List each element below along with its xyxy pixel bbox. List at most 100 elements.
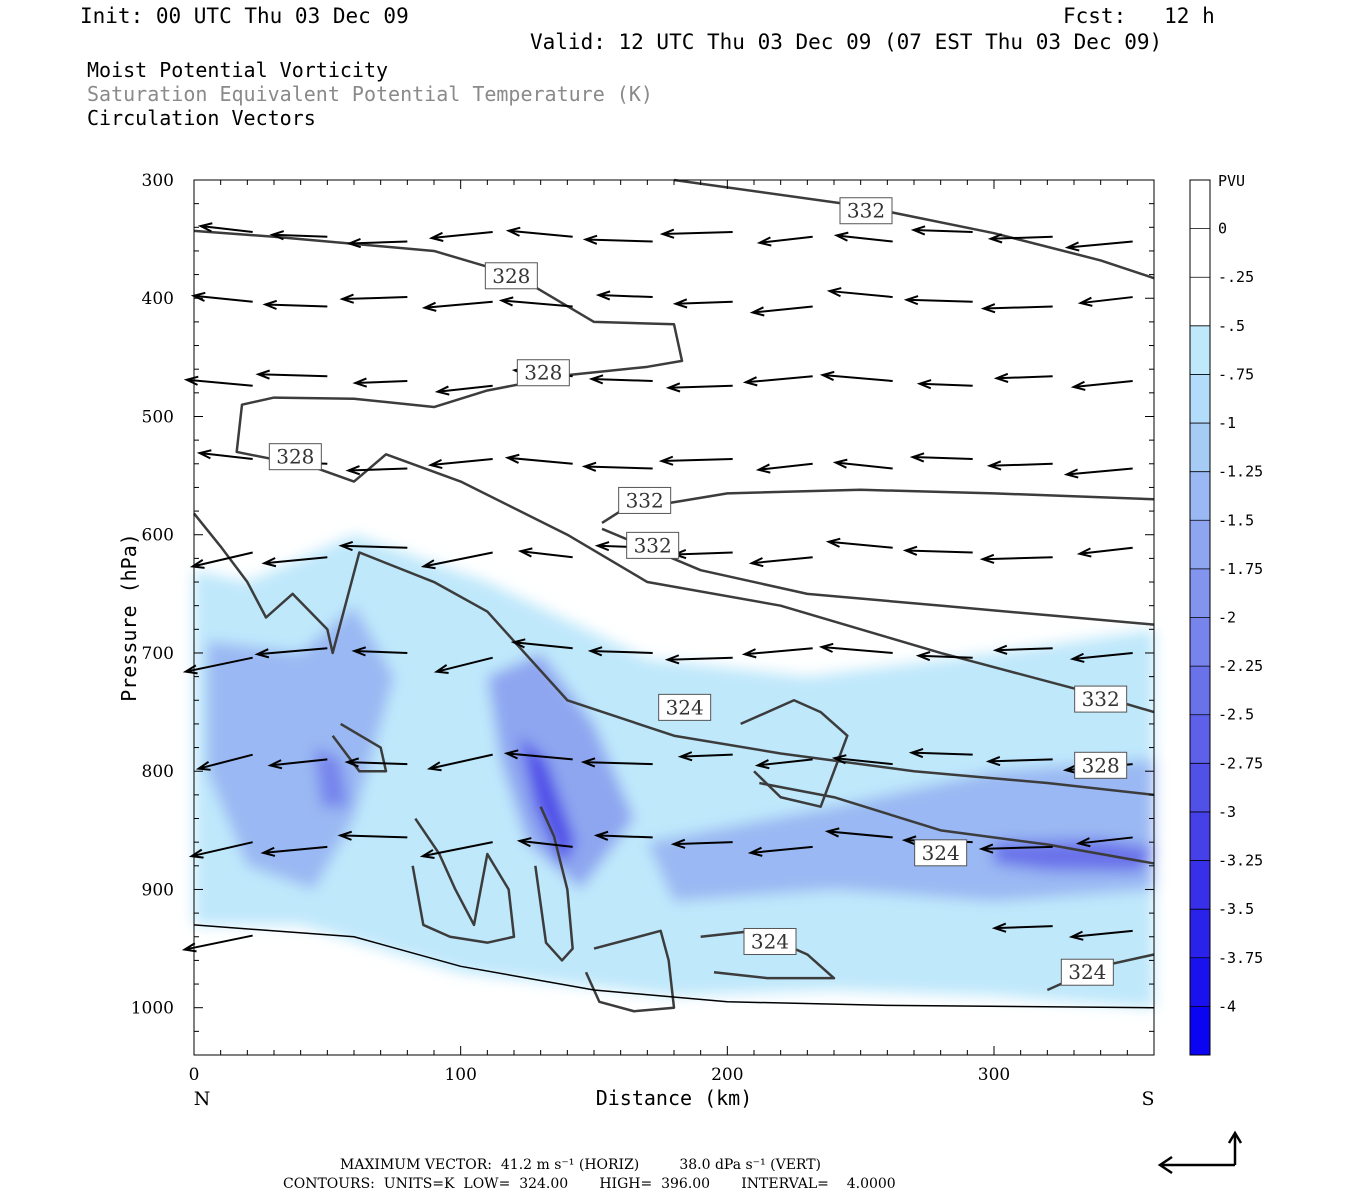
contour-label-6: 324	[666, 695, 704, 719]
y-axis-label: Pressure (hPa)	[117, 533, 141, 702]
vector-arrow	[587, 646, 653, 657]
mpv-area-strong-core	[519, 735, 576, 866]
colorbar-cell	[1190, 423, 1210, 472]
contour-label-7: 332	[1082, 687, 1120, 711]
vector-arrow	[428, 231, 493, 242]
vector-arrow	[510, 638, 573, 650]
contour-label-3: 328	[276, 445, 314, 469]
colorbar-cell	[1190, 520, 1210, 569]
vector-arrow	[580, 757, 653, 768]
vector-arrow	[742, 375, 813, 387]
vector-arrow	[582, 234, 653, 245]
vector-arrow	[987, 233, 1053, 244]
vector-arrow	[588, 374, 653, 385]
vector-arrow	[824, 827, 893, 839]
vector-arrow	[189, 551, 253, 569]
vector-arrow	[504, 453, 573, 465]
vector-arrow	[260, 845, 328, 857]
vector-arrow	[833, 231, 893, 243]
vector-arrow	[421, 300, 493, 312]
vector-arrow	[197, 222, 253, 234]
vector-arrow	[818, 642, 893, 654]
legend-line-thetae: Saturation Equivalent Potential Temperat…	[87, 82, 653, 106]
vector-arrow	[672, 298, 733, 309]
colorbar-cell	[1190, 714, 1210, 764]
vector-arrow	[595, 290, 653, 301]
colorbar-label: -2.25	[1218, 657, 1263, 675]
colorbar-cell	[1190, 811, 1210, 861]
mpv-area-strong-north	[314, 747, 349, 807]
colorbar-cell	[1190, 568, 1210, 618]
colorbar-label: -2.75	[1218, 754, 1263, 772]
colorbar-label: -1.5	[1218, 511, 1254, 529]
colorbar-cell	[1190, 325, 1210, 375]
thetae-contour-2	[193, 512, 1155, 797]
vector-arrow	[741, 647, 813, 659]
vector-arrow	[754, 758, 813, 770]
y-tick-label: 400	[142, 289, 174, 309]
terrain-line	[193, 924, 1155, 1009]
colorbar-label: -.25	[1218, 268, 1254, 286]
contour-label-box	[618, 486, 672, 514]
vector-arrow	[433, 656, 493, 674]
vector-arrow	[420, 551, 493, 570]
colorbar-cell	[1190, 860, 1210, 910]
vector-arrow	[345, 465, 408, 476]
vector-arrow	[986, 460, 1053, 471]
vector-arrow	[1070, 380, 1133, 391]
vector-arrow	[831, 754, 893, 766]
vector-arrow	[344, 757, 408, 768]
vector-arrow	[427, 458, 493, 470]
vector-arrow	[181, 934, 253, 953]
colorbar-label: -1.75	[1218, 560, 1263, 578]
vector-arrow	[351, 646, 408, 657]
colorbar-label: 0	[1218, 220, 1227, 238]
vector-arrow	[255, 369, 328, 380]
vector-arrow	[832, 458, 893, 470]
contour-label-4: 332	[626, 488, 664, 512]
contour-label-5: 332	[634, 533, 672, 557]
mpv-shading	[194, 534, 1154, 1008]
contour-label-8: 328	[1082, 753, 1120, 777]
vector-arrow	[825, 537, 893, 549]
vector-arrow	[819, 370, 893, 383]
thetae-contour-10	[584, 929, 676, 1013]
vector-arrow	[262, 299, 328, 310]
forecast-hour: Fcst: 12 h	[1063, 4, 1215, 28]
vector-arrow	[979, 553, 1053, 564]
mpv-area-medium-core	[487, 652, 634, 890]
colorbar-label: -.75	[1218, 365, 1254, 383]
vector-arrow	[1075, 836, 1133, 848]
vector-arrow	[664, 654, 733, 665]
vector-arrow	[505, 226, 573, 238]
colorbar-cell	[1190, 666, 1210, 715]
y-tick-label: 600	[142, 526, 174, 546]
thetae-contour-6	[759, 781, 1155, 865]
legend-line-mpv: Moist Potential Vorticity	[87, 58, 389, 82]
vector-arrow	[910, 225, 973, 236]
colorbar-label: -3.75	[1218, 949, 1263, 967]
contour-label-9: 324	[922, 841, 960, 865]
x-tick-label: 100	[444, 1065, 476, 1085]
vector-arrow	[261, 556, 328, 568]
vector-arrow	[196, 449, 253, 461]
vector-arrow	[1077, 296, 1133, 307]
init-time: Init: 00 UTC Thu 03 Dec 09	[80, 4, 409, 28]
vector-arrow	[991, 922, 1053, 933]
contour-label-box	[1060, 958, 1114, 986]
colorbar-unit: PVU	[1218, 172, 1245, 190]
colorbar-cell	[1190, 374, 1210, 424]
vector-arrow	[1063, 467, 1133, 479]
vector-arrow	[419, 841, 493, 859]
thetae-contour-8	[411, 817, 516, 944]
contour-label-10: 324	[751, 929, 789, 953]
vector-arrow	[909, 452, 973, 463]
vector-arrow	[826, 287, 893, 299]
vector-arrow	[916, 379, 973, 390]
vector-arrow	[517, 547, 573, 559]
vector-arrow	[190, 291, 253, 303]
vector-arrow	[254, 647, 328, 659]
vector-arrow	[677, 751, 733, 762]
thetae-contour-9	[534, 806, 574, 962]
contour-label-box	[626, 531, 680, 559]
